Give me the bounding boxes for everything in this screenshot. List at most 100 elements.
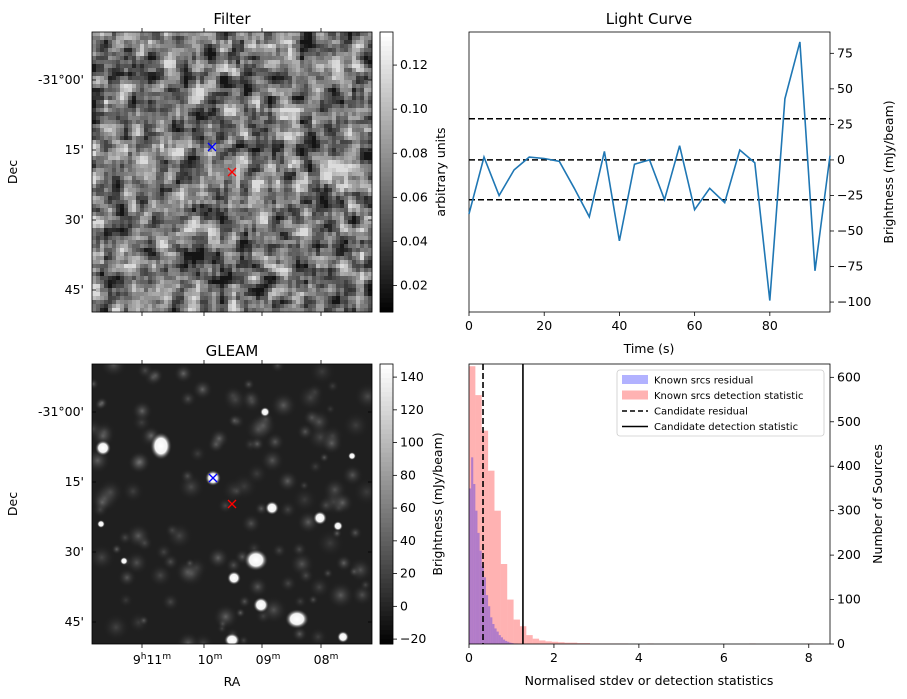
filter-pixel [188, 224, 193, 229]
filter-pixel [124, 80, 129, 85]
filter-pixel [144, 180, 149, 185]
filter-pixel [116, 72, 121, 77]
filter-pixel [180, 308, 185, 313]
filter-pixel [264, 76, 269, 81]
filter-pixel [136, 80, 141, 85]
filter-pixel [348, 308, 353, 313]
filter-pixel [180, 204, 185, 209]
filter-pixel [316, 124, 321, 129]
filter-pixel [200, 128, 205, 133]
filter-pixel [272, 236, 277, 241]
filter-pixel [312, 220, 317, 225]
filter-pixel [312, 108, 317, 113]
filter-pixel [180, 260, 185, 265]
filter-pixel [292, 164, 297, 169]
filter-pixel [352, 224, 357, 229]
filter-pixel [116, 256, 121, 261]
filter-pixel [332, 248, 337, 253]
filter-pixel [340, 60, 345, 65]
filter-pixel [128, 64, 133, 69]
filter-pixel [320, 100, 325, 105]
filter-pixel [216, 48, 221, 53]
filter-pixel [284, 256, 289, 261]
filter-pixel [172, 232, 177, 237]
filter-pixel [136, 208, 141, 213]
filter-pixel [308, 92, 313, 97]
filter-pixel [240, 200, 245, 205]
filter-pixel [176, 184, 181, 189]
filter-pixel [212, 176, 217, 181]
filter-pixel [168, 36, 173, 41]
filter-pixel [244, 268, 249, 273]
filter-pixel [208, 76, 213, 81]
filter-pixel [292, 280, 297, 285]
filter-pixel [168, 48, 173, 53]
filter-pixel [320, 48, 325, 53]
filter-pixel [356, 132, 361, 137]
filter-pixel [232, 300, 237, 305]
filter-pixel [92, 116, 97, 121]
filter-pixel [104, 40, 109, 45]
filter-pixel [272, 256, 277, 261]
filter-pixel [124, 88, 129, 93]
filter-pixel [296, 112, 301, 117]
filter-pixel [168, 76, 173, 81]
filter-pixel [120, 244, 125, 249]
filter-pixel [276, 56, 281, 61]
filter-pixel [204, 256, 209, 261]
filter-pixel [208, 84, 213, 89]
filter-pixel [172, 100, 177, 105]
filter-pixel [324, 80, 329, 85]
filter-pixel [340, 52, 345, 57]
filter-pixel [176, 144, 181, 149]
filter-pixel [340, 204, 345, 209]
filter-pixel [172, 164, 177, 169]
filter-pixel [144, 204, 149, 209]
filter-pixel [124, 264, 129, 269]
filter-pixel [224, 280, 229, 285]
filter-pixel [168, 280, 173, 285]
filter-pixel [196, 32, 201, 37]
filter-pixel [344, 36, 349, 41]
filter-pixel [272, 224, 277, 229]
filter-pixel [336, 192, 341, 197]
filter-pixel [128, 308, 133, 313]
filter-pixel [180, 208, 185, 213]
filter-pixel [224, 200, 229, 205]
filter-pixel [344, 200, 349, 205]
filter-pixel [356, 284, 361, 289]
filter-pixel [152, 168, 157, 173]
filter-pixel [164, 128, 169, 133]
filter-pixel [248, 216, 253, 221]
filter-pixel [104, 92, 109, 97]
filter-pixel [332, 264, 337, 269]
filter-pixel [140, 244, 145, 249]
filter-pixel [360, 152, 365, 157]
filter-pixel [172, 256, 177, 261]
filter-pixel [184, 220, 189, 225]
filter-pixel [312, 280, 317, 285]
filter-pixel [152, 204, 157, 209]
filter-pixel [148, 224, 153, 229]
filter-pixel [220, 172, 225, 177]
filter-pixel [216, 136, 221, 141]
filter-pixel [340, 260, 345, 265]
filter-pixel [272, 168, 277, 173]
filter-pixel [196, 84, 201, 89]
filter-pixel [140, 220, 145, 225]
filter-pixel [208, 156, 213, 161]
filter-pixel [184, 300, 189, 305]
filter-pixel [216, 264, 221, 269]
filter-pixel [156, 208, 161, 213]
filter-pixel [196, 128, 201, 133]
filter-pixel [192, 180, 197, 185]
filter-pixel [368, 40, 373, 45]
filter-pixel [204, 136, 209, 141]
filter-pixel [216, 84, 221, 89]
filter-pixel [140, 112, 145, 117]
filter-pixel [252, 200, 257, 205]
filter-pixel [180, 256, 185, 261]
filter-pixel [136, 232, 141, 237]
filter-pixel [316, 88, 321, 93]
filter-pixel [164, 248, 169, 253]
